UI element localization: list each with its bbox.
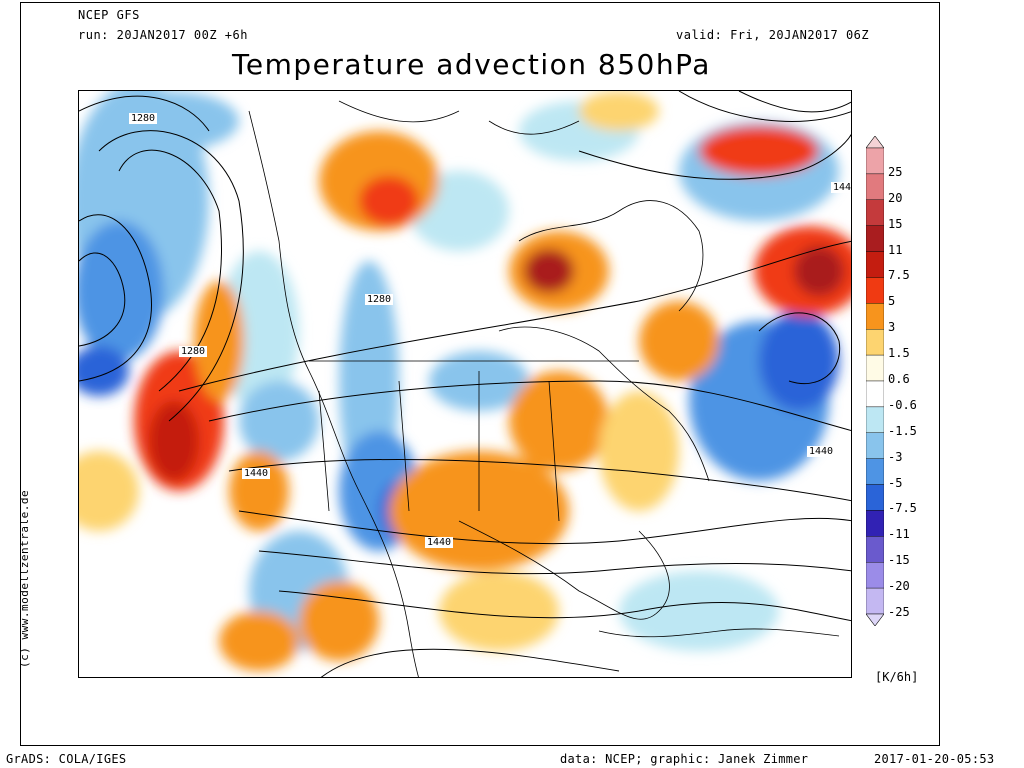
map-title: Temperature advection 850hPa [232, 48, 711, 81]
contour-label-1440-south: 1440 [425, 537, 454, 548]
contour-label-1440-west: 1440 [242, 468, 271, 479]
contour-label-1280-center: 1280 [365, 294, 394, 305]
colorbar-cell [866, 329, 884, 356]
colorbar-level-label: 25 [888, 164, 903, 179]
colorbar-cell [866, 562, 884, 589]
watermark-url: (c) www.modellzentrale.de [18, 489, 31, 668]
colorbar-cell [866, 173, 884, 200]
colorbar-level-label: -20 [888, 579, 910, 594]
colorbar-cell [866, 380, 884, 408]
advection-shading [79, 91, 851, 671]
contour-label-144-ne: 144 [831, 182, 852, 193]
colorbar-cell [866, 354, 884, 382]
colorbar-cell [866, 510, 884, 537]
colorbar-cell [866, 587, 884, 615]
colorbar-cell [866, 536, 884, 563]
colorbar [866, 136, 884, 626]
colorbar-cell [866, 406, 884, 433]
colorbar-level-label: -0.6 [888, 397, 917, 412]
colorbar-cell [866, 225, 884, 252]
run-label: run: 20JAN2017 00Z +6h [78, 28, 248, 42]
colorbar-cell [866, 484, 884, 511]
colorbar-level-label: 1.5 [888, 346, 910, 361]
colorbar-level-label: 3 [888, 320, 896, 335]
colorbar-cell [866, 147, 884, 175]
colorbar-cell [866, 199, 884, 226]
colorbar-level-label: -1.5 [888, 423, 917, 438]
colorbar-cap-top [866, 136, 884, 149]
colorbar-level-label: -15 [888, 553, 910, 568]
footer-right: 2017-01-20-05:53 [874, 752, 995, 766]
colorbar-cell [866, 432, 884, 459]
colorbar-level-label: -3 [888, 449, 903, 464]
colorbar-cap-bottom [866, 613, 884, 626]
colorbar-level-label: -7.5 [888, 501, 917, 516]
valid-label: valid: Fri, 20JAN2017 06Z [676, 28, 870, 42]
colorbar-level-label: -25 [888, 605, 910, 619]
colorbar-level-label: -5 [888, 475, 903, 490]
contour-label-1440-east: 1440 [807, 446, 836, 457]
colorbar-level-label: -11 [888, 527, 910, 542]
footer-center: data: NCEP; graphic: Janek Zimmer [560, 752, 809, 766]
model-label: NCEP GFS [78, 8, 140, 22]
plot-frame [20, 2, 940, 746]
colorbar-level-label: 7.5 [888, 268, 910, 283]
colorbar-unit: [K/6h] [875, 670, 919, 684]
colorbar-level-label: 5 [888, 294, 896, 309]
footer-left: GrADS: COLA/IGES [6, 752, 127, 766]
coastlines [248, 100, 840, 677]
colorbar-cell [866, 303, 884, 330]
colorbar-level-label: 11 [888, 242, 903, 257]
contour-label-1280-nw: 1280 [129, 113, 158, 124]
contour-label-1280-west: 1280 [179, 346, 208, 357]
colorbar-level-label: 0.6 [888, 372, 910, 386]
colorbar-cell [866, 277, 884, 304]
advection-map: 1280 1280 1280 1440 1440 1440 144 [78, 90, 852, 678]
advection-field [79, 91, 851, 677]
colorbar-level-label: 20 [888, 190, 903, 205]
geopotential-contours [79, 91, 851, 677]
colorbar-cell [866, 251, 884, 278]
colorbar-cell [866, 458, 884, 485]
colorbar-level-label: 15 [888, 216, 903, 231]
